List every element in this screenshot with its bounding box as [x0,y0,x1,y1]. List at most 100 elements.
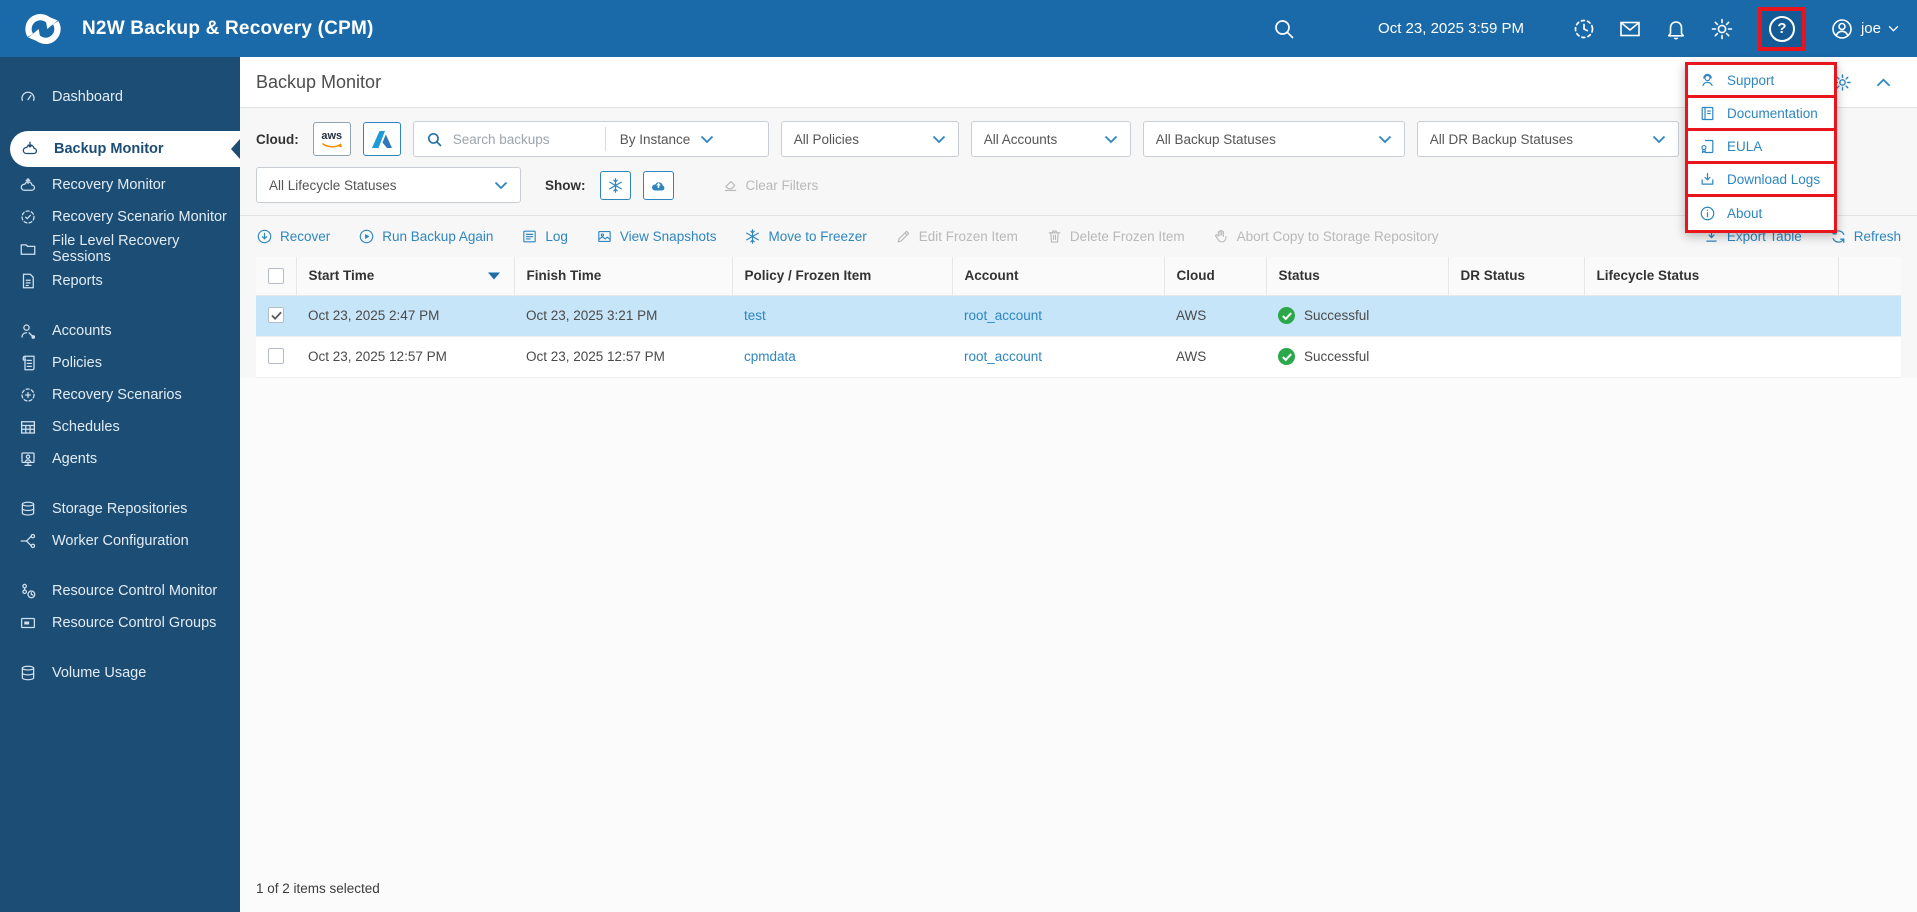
column-header-lifecycle-status[interactable]: Lifecycle Status [1584,257,1839,296]
column-header-account[interactable]: Account [952,257,1165,296]
column-header-status[interactable]: Status [1266,257,1449,296]
run-backup-again-label: Run Backup Again [382,229,494,244]
show-backups-button[interactable] [642,170,674,200]
view-snapshots-button[interactable]: View Snapshots [596,228,716,245]
search-icon[interactable] [1272,17,1296,41]
snowflake-icon [608,177,622,193]
cloud-filter-aws-button[interactable]: aws [312,122,351,156]
policy-link[interactable]: cpmdata [744,349,796,364]
actions-toolbar: Recover Run Backup Again Log View Snapsh… [240,216,1917,257]
sidebar-item-storage-repositories[interactable]: Storage Repositories [0,493,240,525]
sidebar-item-accounts[interactable]: Accounts [0,315,240,347]
sidebar-item-recovery-scenario-monitor[interactable]: Recovery Scenario Monitor [0,201,240,233]
table-row[interactable]: Oct 23, 2025 2:47 PM Oct 23, 2025 3:21 P… [256,295,1901,337]
search-by-filter[interactable]: By Instance [608,122,768,156]
column-header-dr-status[interactable]: DR Status [1448,257,1585,296]
sidebar-item-agents[interactable]: Agents [0,443,240,475]
resource-control-monitor-icon [22,583,36,599]
collapse-panel-icon[interactable] [1874,73,1893,92]
backup-statuses-filter-value: All Backup Statuses [1155,131,1276,147]
sidebar-item-recovery-monitor[interactable]: Recovery Monitor [0,169,240,201]
help-menu-item-about[interactable]: About [1688,197,1834,230]
help-menu-item-label: Support [1727,72,1775,88]
help-menu-item-eula[interactable]: EULA [1688,131,1834,164]
user-avatar [1832,18,1852,39]
help-button-highlighted[interactable]: ? [1757,6,1806,51]
cloud-filter-label: Cloud: [256,131,299,147]
move-to-freezer-button[interactable]: Move to Freezer [744,228,867,245]
sidebar-item-worker-configuration[interactable]: Worker Configuration [0,525,240,557]
log-button[interactable]: Log [521,228,568,245]
page-header: Backup Monitor [240,57,1917,108]
settings-icon[interactable] [1710,17,1734,41]
sidebar-item-label: Recovery Scenarios [52,387,182,403]
messages-icon[interactable] [1618,17,1642,41]
backup-statuses-filter[interactable]: All Backup Statuses [1142,121,1405,157]
recover-label: Recover [280,229,331,244]
backup-monitor-icon [22,141,38,155]
user-menu[interactable]: joe [1830,17,1899,41]
select-all-header[interactable] [256,257,297,296]
help-menu-item-support[interactable]: Support [1688,65,1834,98]
sidebar-item-reports[interactable]: Reports [0,265,240,297]
policies-filter[interactable]: All Policies [780,121,959,157]
table-row[interactable]: Oct 23, 2025 12:57 PM Oct 23, 2025 12:57… [256,336,1901,378]
session-timer-icon[interactable] [1572,17,1596,41]
clear-filters-icon [724,180,736,191]
show-frozen-button[interactable] [599,170,631,200]
sidebar-item-resource-control-groups[interactable]: Resource Control Groups [0,607,240,639]
accounts-icon [21,324,36,339]
column-header-cloud[interactable]: Cloud [1164,257,1267,296]
lifecycle-statuses-filter[interactable]: All Lifecycle Statuses [256,167,521,203]
volume-usage-icon [21,665,35,681]
account-link[interactable]: root_account [964,349,1043,364]
column-header-finish-time[interactable]: Finish Time [514,257,733,296]
filters-panel: Cloud: aws By Instance [240,108,1917,216]
policy-link[interactable]: test [744,308,766,323]
refresh-label: Refresh [1853,229,1901,244]
about-icon [1700,206,1715,221]
table-empty-area [240,377,1917,881]
column-header-policy[interactable]: Policy / Frozen Item [732,257,953,296]
abort-copy-button: Abort Copy to Storage Repository [1213,228,1438,245]
row-checkbox[interactable] [268,348,284,365]
lifecycle-status-cell [1584,336,1838,378]
sidebar-item-policies[interactable]: Policies [0,347,240,379]
cloud-filter-azure-button[interactable] [362,122,401,156]
sidebar-item-label: Resource Control Monitor [52,583,218,599]
edit-frozen-item-button: Edit Frozen Item [895,228,1018,245]
divider [604,127,606,151]
sidebar-item-resource-control-monitor[interactable]: Resource Control Monitor [0,575,240,607]
app-title: N2W Backup & Recovery (CPM) [82,17,374,39]
help-menu-item-documentation[interactable]: Documentation [1688,98,1834,131]
panel-settings-icon[interactable] [1833,73,1852,92]
sidebar-item-backup-monitor[interactable]: Backup Monitor [10,131,240,167]
policies-icon [22,355,35,371]
lifecycle-statuses-filter-value: All Lifecycle Statuses [269,177,397,193]
policies-filter-value: All Policies [793,131,860,147]
recover-button[interactable]: Recover [256,228,330,245]
row-checkbox[interactable] [268,307,284,324]
sidebar-item-label: Backup Monitor [54,141,164,157]
sidebar-item-label: Worker Configuration [52,533,189,549]
accounts-filter[interactable]: All Accounts [970,121,1131,157]
start-time-cell: Oct 23, 2025 12:57 PM [296,336,514,378]
help-menu-item-download-logs[interactable]: Download Logs [1688,164,1834,197]
dr-backup-statuses-filter[interactable]: All DR Backup Statuses [1416,121,1679,157]
run-backup-again-button[interactable]: Run Backup Again [358,228,493,245]
sidebar-item-file-level-recovery-sessions[interactable]: File Level Recovery Sessions [0,233,240,265]
notifications-icon[interactable] [1664,17,1688,41]
account-link[interactable]: root_account [964,308,1043,323]
success-icon [1278,307,1295,324]
sidebar-item-recovery-scenarios[interactable]: Recovery Scenarios [0,379,240,411]
select-all-checkbox[interactable] [268,267,284,284]
table-header-row: Start Time Finish Time Policy / Frozen I… [256,257,1901,296]
refresh-button[interactable]: Refresh [1830,228,1901,245]
sidebar-item-volume-usage[interactable]: Volume Usage [0,657,240,689]
n2w-logo[interactable] [20,10,66,48]
column-header-start-time[interactable]: Start Time [296,257,515,296]
sidebar-item-dashboard[interactable]: Dashboard [0,81,240,113]
search-backups-input[interactable] [452,131,603,147]
sidebar-item-schedules[interactable]: Schedules [0,411,240,443]
edit-frozen-item-label: Edit Frozen Item [918,229,1018,244]
